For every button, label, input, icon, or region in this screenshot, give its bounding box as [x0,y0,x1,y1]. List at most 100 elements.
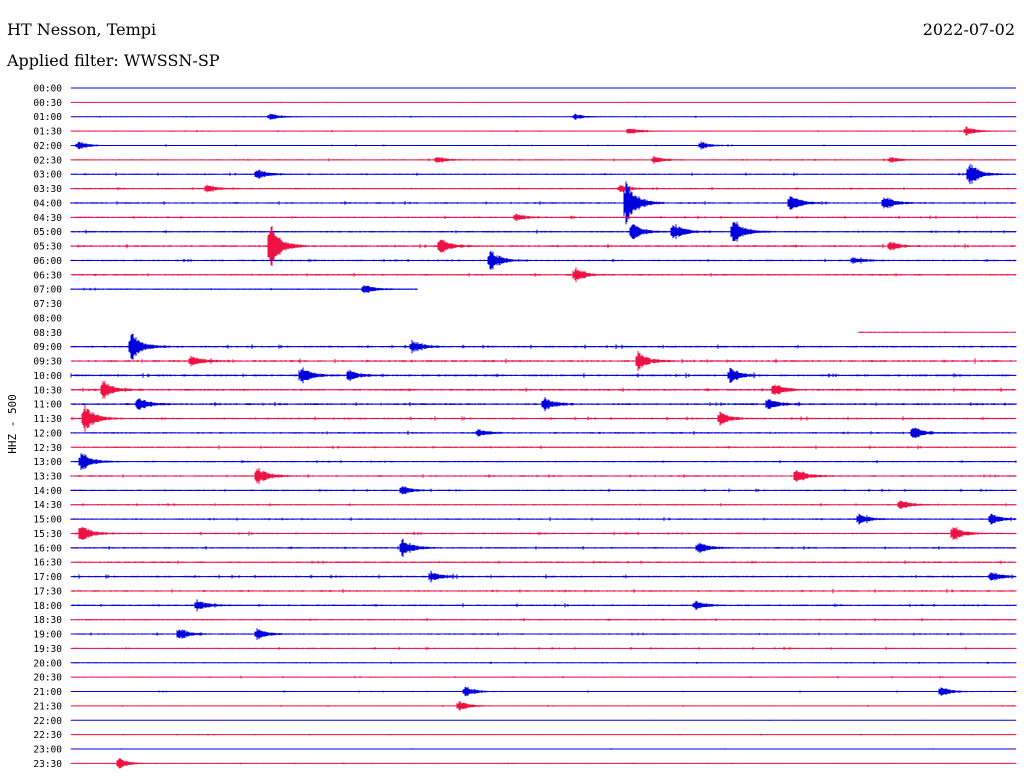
row-label-0230: 02:30 [33,155,62,166]
row-label-1800: 18:00 [33,601,62,612]
trace-0900 [70,333,1017,360]
row-label-0430: 04:30 [33,213,62,224]
trace-2100 [70,686,1017,697]
trace-0100 [70,113,1017,120]
station-title: HT Nesson, Tempi [7,20,157,39]
trace-group [70,87,1017,769]
trace-1700 [70,570,1017,583]
trace-1300 [70,453,1017,470]
row-label-1930: 19:30 [33,644,62,655]
y-axis-label: HHZ - 500 [6,394,19,454]
row-label-0500: 05:00 [33,227,62,238]
row-label-0630: 06:30 [33,270,62,281]
row-label-1330: 13:30 [33,471,62,482]
row-label-0000: 00:00 [33,84,62,95]
trace-2330 [70,758,1017,769]
row-label-1500: 15:00 [33,515,62,526]
trace-1600 [70,538,1017,557]
row-label-1730: 17:30 [33,586,62,597]
row-label-0730: 07:30 [33,299,62,310]
row-label-1600: 16:00 [33,543,62,554]
row-label-1000: 10:00 [33,371,62,382]
row-label-0030: 00:30 [33,98,62,109]
row-label-1830: 18:30 [33,615,62,626]
trace-0300 [70,164,1017,185]
trace-2000 [70,661,1017,664]
trace-0630 [70,267,1017,283]
trace-0430 [70,213,1017,221]
trace-1200 [70,427,1017,438]
row-label-1430: 14:30 [33,500,62,511]
trace-1930 [70,646,1017,651]
row-label-1400: 14:00 [33,486,62,497]
row-label-group: 00:00 00:30 01:00 01:30 02:00 02:30 03:00 03:30… [33,84,62,770]
row-label-1030: 10:30 [33,385,62,396]
filter-label: Applied filter: WWSSN-SP [7,51,220,70]
trace-0700 [70,285,418,294]
row-label-0830: 08:30 [33,328,62,339]
trace-1030 [70,380,1017,399]
trace-1230 [70,445,1017,450]
trace-2300 [70,748,1017,750]
trace-1830 [70,618,1017,622]
trace-1100 [70,397,1017,412]
row-label-1700: 17:00 [33,572,62,583]
trace-2130 [70,701,1017,711]
trace-0330 [70,184,1017,193]
row-label-1100: 11:00 [33,400,62,411]
trace-1800 [70,599,1017,612]
row-label-0600: 06:00 [33,256,62,267]
row-label-1300: 13:00 [33,457,62,468]
row-label-0200: 02:00 [33,141,62,152]
trace-0830 [858,331,1016,334]
record-date: 2022-07-02 [922,20,1015,39]
row-label-2300: 23:00 [33,745,62,756]
row-label-1130: 11:30 [33,414,62,425]
row-label-1900: 19:00 [33,630,62,641]
trace-2230 [70,733,1017,736]
row-label-2230: 22:30 [33,730,62,741]
trace-0030 [70,101,1017,103]
row-label-0700: 07:00 [33,285,62,296]
trace-0530 [70,225,1017,267]
row-label-0300: 03:00 [33,170,62,181]
trace-1530 [70,527,1017,540]
row-label-1630: 16:30 [33,558,62,569]
trace-1730 [70,588,1017,594]
row-label-2130: 21:30 [33,701,62,712]
trace-0130 [70,126,1017,136]
row-label-2200: 22:00 [33,716,62,727]
trace-0930 [70,351,1017,371]
row-label-0400: 04:00 [33,198,62,209]
row-label-0530: 05:30 [33,242,62,253]
row-label-0330: 03:30 [33,184,62,195]
trace-1330 [70,467,1017,485]
row-label-0930: 09:30 [33,357,62,368]
row-label-2000: 20:00 [33,658,62,669]
trace-1430 [70,500,1017,509]
row-label-0900: 09:00 [33,342,62,353]
trace-0230 [70,155,1017,164]
trace-1630 [70,560,1017,564]
trace-1500 [70,513,1017,525]
trace-1000 [70,367,1017,384]
trace-2200 [70,719,1017,721]
trace-0500 [70,221,1017,242]
row-label-2100: 21:00 [33,687,62,698]
trace-0600 [70,251,1017,270]
trace-1400 [70,486,1017,495]
row-label-0100: 01:00 [33,112,62,123]
row-label-0800: 08:00 [33,313,62,324]
row-label-0130: 01:30 [33,127,62,138]
trace-2030 [70,675,1017,679]
row-label-1530: 15:30 [33,529,62,540]
trace-1900 [70,628,1017,640]
row-label-1200: 12:00 [33,428,62,439]
row-label-1230: 12:30 [33,443,62,454]
trace-1130 [70,405,1017,432]
trace-0400 [70,181,1017,225]
row-label-2330: 23:30 [33,759,62,770]
trace-0200 [70,141,1017,150]
row-label-2030: 20:30 [33,673,62,684]
